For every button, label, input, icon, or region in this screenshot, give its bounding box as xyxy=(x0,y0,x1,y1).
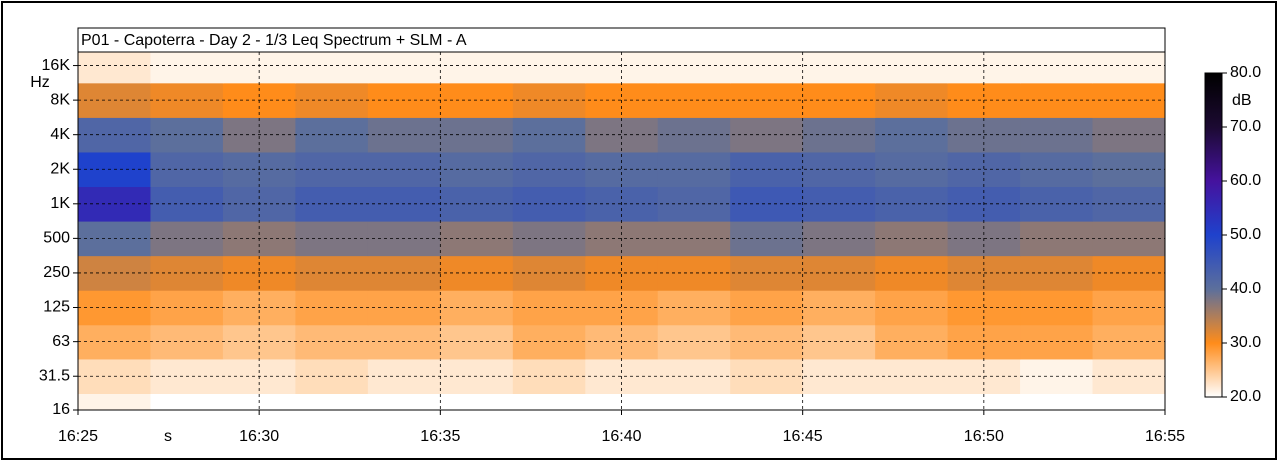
colorbar-tick-label: 60.0 xyxy=(1230,172,1261,189)
x-unit: s xyxy=(164,428,172,445)
heatmap-cell xyxy=(875,82,949,118)
heatmap-cell xyxy=(295,392,369,410)
heatmap-cell xyxy=(730,117,804,153)
heatmap-cell xyxy=(875,358,949,395)
heatmap-cell xyxy=(657,324,731,360)
heatmap-cell xyxy=(657,392,731,410)
heatmap-cell xyxy=(440,392,514,410)
heatmap-cell xyxy=(585,255,659,291)
heatmap-cell xyxy=(730,151,804,188)
heatmap-cell xyxy=(802,151,876,188)
colorbar-tick-label: 30.0 xyxy=(1230,334,1261,351)
heatmap-cell xyxy=(875,221,949,257)
colorbar-tick-label: 40.0 xyxy=(1230,280,1261,297)
heatmap-cell xyxy=(657,290,731,326)
heatmap-cell xyxy=(730,186,804,222)
colorbar-label: dB xyxy=(1232,92,1252,109)
heatmap-cell xyxy=(585,151,659,188)
colorbar-tick-label: 70.0 xyxy=(1230,118,1261,135)
heatmap-cell xyxy=(657,221,731,257)
heatmap-cell xyxy=(150,52,224,84)
heatmap-cell xyxy=(657,52,731,84)
heatmap-cell xyxy=(802,255,876,291)
y-tick-label: 4K xyxy=(50,126,70,143)
heatmap-cell xyxy=(802,290,876,326)
heatmap-cell xyxy=(1092,392,1165,410)
heatmap-cell xyxy=(657,186,731,222)
heatmap-cell xyxy=(730,255,804,291)
heatmap-cell xyxy=(657,151,731,188)
x-tick-label: 16:35 xyxy=(420,428,460,445)
heatmap-cell xyxy=(730,324,804,360)
heatmap-cell xyxy=(367,392,441,410)
heatmap-cell xyxy=(802,52,876,84)
y-unit: Hz xyxy=(30,74,50,91)
x-tick-label: 16:45 xyxy=(783,428,823,445)
y-tick-label: 125 xyxy=(43,299,70,316)
heatmap-cell xyxy=(875,290,949,326)
heatmap-cell xyxy=(730,358,804,395)
heatmap-cell xyxy=(657,358,731,395)
heatmap-cell xyxy=(802,392,876,410)
heatmap-cell xyxy=(875,52,949,84)
y-tick-label: 250 xyxy=(43,264,70,281)
x-tick-label: 16:50 xyxy=(964,428,1004,445)
heatmap-cell xyxy=(875,117,949,153)
x-tick-label: 16:25 xyxy=(58,428,98,445)
heatmap-cell xyxy=(657,117,731,153)
heatmap-cell xyxy=(657,82,731,118)
y-tick-label: 63 xyxy=(52,333,70,350)
heatmap-cell xyxy=(730,82,804,118)
heatmap-cell xyxy=(802,82,876,118)
y-tick-label: 8K xyxy=(50,91,70,108)
heatmap-cell xyxy=(150,392,224,410)
heatmap-cell xyxy=(585,290,659,326)
heatmap-cell xyxy=(512,52,586,84)
heatmap-cell xyxy=(657,255,731,291)
heatmap-cell xyxy=(585,117,659,153)
heatmap-cell xyxy=(802,221,876,257)
heatmap-cell xyxy=(367,52,441,84)
heatmap-cell xyxy=(730,221,804,257)
heatmap-cell xyxy=(1092,52,1165,84)
x-tick-label: 16:40 xyxy=(601,428,641,445)
heatmap-cell xyxy=(875,151,949,188)
colorbar-tick-label: 20.0 xyxy=(1230,388,1261,405)
heatmap-cell xyxy=(802,358,876,395)
y-tick-label: 16 xyxy=(52,401,70,418)
y-tick-label: 16K xyxy=(42,57,71,74)
heatmap-cell xyxy=(78,392,151,410)
colorbar-tick-label: 80.0 xyxy=(1230,64,1261,81)
heatmap-cell xyxy=(440,52,514,84)
heatmap-cell xyxy=(730,392,804,410)
heatmap-cell xyxy=(875,392,949,410)
colorbar-tick-label: 50.0 xyxy=(1230,226,1261,243)
x-tick-label: 16:30 xyxy=(239,428,279,445)
chart-title: P01 - Capoterra - Day 2 - 1/3 Leq Spectr… xyxy=(81,32,467,49)
heatmap-cell xyxy=(78,52,151,84)
heatmap-cell xyxy=(875,255,949,291)
heatmap-cell xyxy=(1020,392,1094,410)
colorbar xyxy=(1204,72,1223,398)
y-tick-label: 1K xyxy=(50,195,70,212)
heatmap-cell xyxy=(730,52,804,84)
y-tick-label: 2K xyxy=(50,160,70,177)
y-tick-label: 500 xyxy=(43,230,70,247)
title-box xyxy=(77,27,1166,53)
heatmap-cell xyxy=(730,290,804,326)
x-tick-label: 16:55 xyxy=(1145,428,1185,445)
heatmap-cell xyxy=(802,324,876,360)
heatmap-cell xyxy=(802,117,876,153)
heatmap-cell xyxy=(875,324,949,360)
heatmap-cell xyxy=(1020,52,1094,84)
heatmap-cell xyxy=(875,186,949,222)
heatmap-cell xyxy=(802,186,876,222)
heatmap-cell xyxy=(295,52,369,84)
heatmap-cell xyxy=(512,392,586,410)
y-tick-label: 31.5 xyxy=(39,367,70,384)
